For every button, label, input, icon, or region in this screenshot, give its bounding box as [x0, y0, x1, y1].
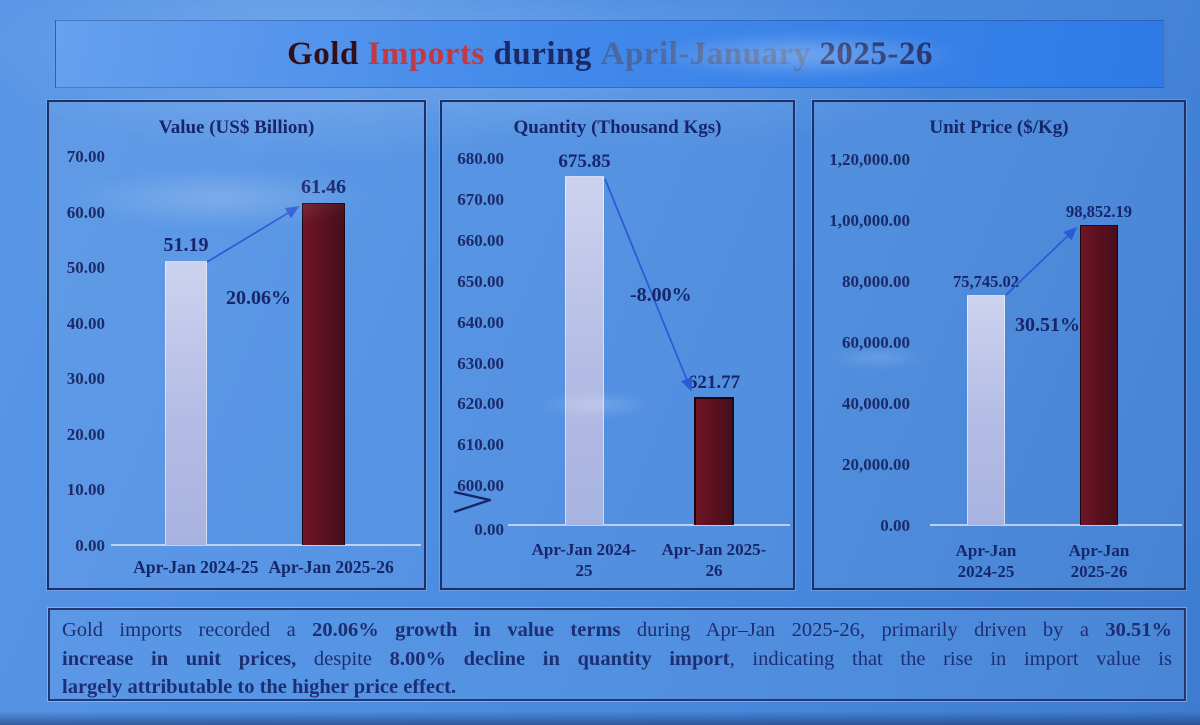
- title-word-imports: Imports: [358, 35, 485, 72]
- y-tick-label: 680.00: [457, 149, 504, 168]
- summary-bold-segment: increase in unit prices,: [62, 647, 297, 670]
- y-tick-label: 50.00: [66, 258, 105, 278]
- chart-title-value: Value (US$ Billion): [158, 117, 315, 138]
- summary-text-segment: during Apr–Jan 2025-26, primarily driven…: [620, 619, 1106, 641]
- change-percent-label: 30.51%: [1015, 314, 1080, 336]
- y-tick-label: 640.00: [457, 312, 504, 332]
- bar-value-label-2024-25: 51.19: [163, 233, 209, 256]
- x-axis-line: [930, 524, 1182, 526]
- bar-price-2024-25: [967, 294, 1005, 525]
- y-tick-label: 70.00: [66, 147, 105, 166]
- bar-value-2025-26: [302, 203, 345, 545]
- y-tick-label: 30.00: [66, 369, 105, 389]
- slide-title-band: Gold Imports during April-January 2025-2…: [55, 20, 1165, 88]
- bar-value-label-2025-26: 61.46: [301, 176, 346, 199]
- y-tick-label: 1,20,000.00: [829, 150, 910, 169]
- y-tick-label: 10.00: [66, 480, 105, 500]
- value-chart-panel: Value (US$ Billion) 70.00 60.00 50.00 40.00…: [47, 100, 426, 590]
- y-tick-label: 0.00: [75, 535, 105, 555]
- summary-text-segment: Gold imports recorded a: [62, 619, 313, 641]
- axis-break-icon: [453, 490, 492, 514]
- summary-text-segment: , indicating that the rise in import val…: [729, 647, 1172, 670]
- y-tick-label: 670.00: [457, 189, 504, 209]
- y-tick-label: 60,000.00: [842, 333, 910, 352]
- summary-text-box: Gold imports recorded a 20.06% growth in…: [48, 608, 1186, 701]
- title-word-period: April-January: [600, 35, 811, 72]
- title-word-year: 2025-26: [810, 35, 933, 72]
- y-tick-label: 80,000.00: [842, 272, 910, 291]
- title-word-gold: Gold: [287, 35, 359, 72]
- y-tick-label: 60.00: [66, 202, 105, 222]
- photo-edge-shadow: [0, 711, 1200, 725]
- change-percent-label: -8.00%: [630, 284, 692, 306]
- x-category-label: Apr-Jan 2025-26: [268, 557, 394, 577]
- bar-value-label-2025-26: 621.77: [687, 372, 741, 394]
- y-tick-label: 0.00: [474, 520, 504, 540]
- increase-arrow: [206, 206, 300, 263]
- summary-line-2: increase in unit prices, despite 8.00% d…: [62, 645, 1172, 674]
- x-axis-line: [508, 524, 790, 526]
- summary-bold-segment: 20.06% growth in value terms: [312, 619, 621, 641]
- bar-value-label-2024-25: 675.85: [558, 150, 611, 172]
- x-category-label: Apr-Jan 2025-26: [661, 540, 767, 580]
- x-category-label: Apr-Jan 2024-25: [955, 541, 1017, 581]
- unit-price-chart-panel: Unit Price ($/Kg) 1,20,000.00 1,00,000.00…: [812, 100, 1186, 590]
- y-tick-label: 40,000.00: [842, 394, 910, 413]
- summary-bold-segment: largely attributable to the higher price…: [62, 676, 457, 698]
- y-tick-label: 610.00: [457, 435, 504, 455]
- title-word-during: during: [484, 35, 601, 72]
- summary-line-1: Gold imports recorded a 20.06% growth in…: [62, 616, 1172, 645]
- y-tick-label: 40.00: [66, 313, 105, 333]
- bar-quantity-2025-26: [694, 397, 734, 525]
- chart-title-unit-price: Unit Price ($/Kg): [929, 117, 1069, 138]
- y-tick-label: 20.00: [66, 424, 105, 444]
- y-tick-label: 1,00,000.00: [829, 211, 910, 230]
- y-tick-label: 620.00: [457, 394, 504, 414]
- x-axis-line: [111, 544, 421, 546]
- bar-value-2024-25: [165, 260, 207, 545]
- y-tick-label: 660.00: [457, 230, 504, 250]
- bar-value-label-2024-25: 75,745.02: [953, 271, 1019, 291]
- summary-line-3: largely attributable to the higher price…: [62, 673, 1172, 702]
- y-tick-label: 630.00: [457, 353, 504, 373]
- summary-bold-segment: 30.51%: [1105, 619, 1172, 641]
- x-category-label: Apr-Jan 2024-25: [133, 557, 259, 577]
- summary-text-segment: despite: [296, 647, 390, 670]
- decrease-arrow: [604, 178, 693, 392]
- summary-bold-segment: 8.00% decline in quantity import: [389, 647, 730, 670]
- quantity-chart-panel: Quantity (Thousand Kgs) 680.00 670.00 660.…: [440, 100, 795, 590]
- x-category-label: Apr-Jan 2024-25: [531, 540, 637, 580]
- chart-title-quantity: Quantity (Thousand Kgs): [513, 117, 722, 138]
- y-tick-label: 650.00: [457, 271, 504, 291]
- bar-value-label-2025-26: 98,852.19: [1066, 201, 1132, 221]
- bar-quantity-2024-25: [565, 175, 604, 525]
- y-tick-label: 20,000.00: [842, 455, 910, 474]
- y-tick-label: 600.00: [457, 476, 504, 496]
- y-tick-label: 0.00: [880, 516, 910, 535]
- x-axis-category-labels: Apr-Jan 2024-25 Apr-Jan 2025-26: [107, 557, 420, 578]
- change-percent-label: 20.06%: [226, 287, 291, 309]
- x-category-label: Apr-Jan 2025-26: [1068, 541, 1130, 581]
- bar-price-2025-26: [1080, 224, 1118, 525]
